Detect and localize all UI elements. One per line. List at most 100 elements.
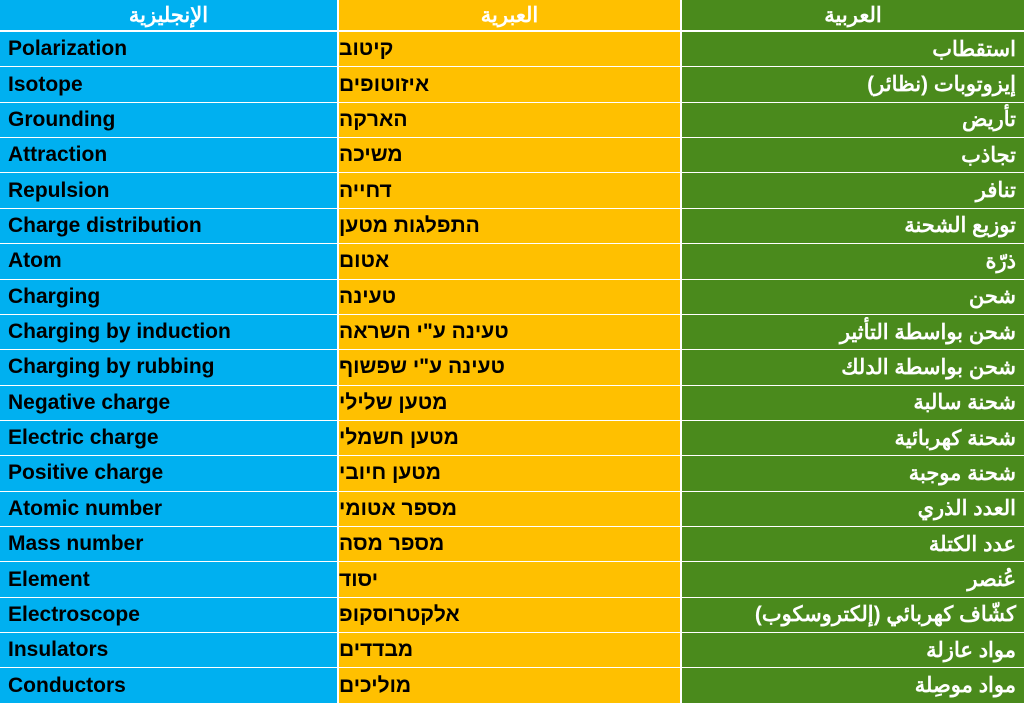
hebrew-term: מטען שלילי [339, 390, 448, 414]
table-cell-arabic-term: كشّاف كهربائي (إلكتروسكوب) [682, 597, 1024, 634]
english-term: Element [8, 567, 90, 591]
header-arabic: العربية [682, 0, 1024, 32]
hebrew-term: משיכה [339, 143, 403, 167]
arabic-term: شحن بواسطة الدلك [841, 355, 1016, 379]
table-cell-hebrew-term: מספר מסה [339, 527, 682, 563]
hebrew-term: מוליכים [339, 673, 412, 697]
table-cell-hebrew-term: מטען חשמלי [339, 420, 682, 457]
header-english-label: الإنجليزية [128, 3, 209, 27]
table-cell-hebrew-term: קיטוב [339, 32, 682, 68]
table-cell-arabic-term: تنافر [682, 173, 1024, 209]
hebrew-term: התפלגות מטען [339, 213, 480, 237]
table-cell-english-term: Polarization [0, 32, 339, 68]
hebrew-term: דחייה [339, 178, 392, 202]
arabic-term: كشّاف كهربائي (إلكتروسكوب) [754, 603, 1016, 627]
hebrew-term: מטען חשמלי [339, 426, 459, 450]
arabic-term: ذرّة [985, 249, 1017, 273]
english-term: Insulators [8, 638, 109, 662]
table-cell-english-term: Element [0, 562, 339, 598]
table-cell-hebrew-term: מבדדים [339, 633, 682, 669]
table-cell-arabic-term: شحنة كهربائية [682, 420, 1024, 457]
table-cell-hebrew-term: טעינה ע"י שפשוף [339, 350, 682, 386]
hebrew-term: טעינה [339, 284, 397, 308]
table-cell-english-term: Mass number [0, 527, 339, 563]
header-hebrew-label: العبرية [480, 3, 539, 27]
english-term: Conductors [8, 673, 126, 697]
english-term: Negative charge [8, 390, 171, 414]
table-cell-arabic-term: عُنصر [682, 562, 1024, 598]
arabic-term: عُنصر [967, 568, 1016, 592]
english-term: Mass number [8, 532, 144, 556]
english-term: Attraction [8, 143, 108, 167]
table-cell-english-term: Atom [0, 244, 339, 280]
arabic-term: شحنة موجبة [908, 461, 1016, 485]
hebrew-term: מספר אטומי [339, 496, 458, 520]
hebrew-term: אטום [339, 249, 390, 273]
arabic-term: مواد عازلة [926, 638, 1016, 662]
hebrew-term: טעינה ע"י השראה [339, 320, 509, 344]
english-term: Charge distribution [8, 213, 202, 237]
table-cell-hebrew-term: התפלגות מטען [339, 208, 682, 245]
table-cell-hebrew-term: מטען חיובי [339, 456, 682, 492]
table-cell-english-term: Atomic number [0, 491, 339, 528]
table-cell-english-term: Electric charge [0, 420, 339, 457]
table-cell-hebrew-term: הארקה [339, 102, 682, 139]
english-term: Isotope [8, 72, 83, 96]
header-hebrew: العبرية [339, 0, 682, 32]
arabic-term: العدد الذري [917, 497, 1016, 521]
table-cell-arabic-term: تجاذب [682, 138, 1024, 174]
arabic-term: شحن [968, 285, 1016, 309]
english-term: Atom [8, 249, 62, 273]
table-cell-hebrew-term: איזוטופים [339, 67, 682, 103]
hebrew-term: טעינה ע"י שפשוף [339, 355, 505, 379]
english-term: Repulsion [8, 178, 110, 202]
header-english: الإنجليزية [0, 0, 339, 32]
table-cell-arabic-term: إيزوتوبات (نظائر) [682, 67, 1024, 103]
table-cell-english-term: Charging by rubbing [0, 350, 339, 386]
english-term: Atomic number [8, 496, 163, 520]
english-term: Charging by rubbing [8, 355, 215, 379]
arabic-term: شحن بواسطة التأثير [839, 320, 1016, 344]
table-cell-arabic-term: شحن بواسطة التأثير [682, 314, 1024, 351]
table-cell-english-term: Repulsion [0, 173, 339, 209]
english-term: Polarization [8, 37, 128, 61]
table-cell-english-term: Attraction [0, 138, 339, 174]
arabic-term: إيزوتوبات (نظائر) [867, 73, 1016, 97]
arabic-term: مواد موصِلة [914, 674, 1016, 698]
arabic-term: تنافر [975, 179, 1016, 203]
table-cell-arabic-term: شحنة موجبة [682, 456, 1024, 492]
table-cell-english-term: Isotope [0, 67, 339, 103]
english-term: Electric charge [8, 426, 159, 450]
hebrew-term: איזוטופים [339, 72, 430, 96]
english-term: Positive charge [8, 461, 164, 485]
arabic-term: شحنة كهربائية [894, 426, 1016, 450]
hebrew-term: מטען חיובי [339, 461, 442, 485]
table-cell-hebrew-term: מוליכים [339, 668, 682, 704]
hebrew-term: יסוד [339, 567, 379, 591]
table-cell-hebrew-term: משיכה [339, 138, 682, 174]
table-cell-hebrew-term: מטען שלילי [339, 385, 682, 421]
arabic-term: توزيع الشحنة [904, 214, 1016, 238]
table-cell-arabic-term: عدد الكتلة [682, 527, 1024, 563]
table-cell-arabic-term: شحنة سالبة [682, 385, 1024, 421]
table-cell-arabic-term: مواد موصِلة [682, 668, 1024, 704]
arabic-term: تجاذب [961, 143, 1016, 167]
table-cell-english-term: Negative charge [0, 385, 339, 421]
arabic-term: تأريض [962, 108, 1016, 132]
table-cell-arabic-term: شحن بواسطة الدلك [682, 350, 1024, 386]
table-cell-arabic-term: ذرّة [682, 244, 1024, 280]
table-cell-arabic-term: مواد عازلة [682, 633, 1024, 669]
table-cell-arabic-term: استقطاب [682, 32, 1024, 68]
header-arabic-label: العربية [824, 3, 882, 27]
table-cell-english-term: Grounding [0, 102, 339, 139]
table-cell-english-term: Positive charge [0, 456, 339, 492]
table-cell-arabic-term: توزيع الشحنة [682, 208, 1024, 245]
table-cell-arabic-term: شحن [682, 279, 1024, 315]
english-term: Electroscope [8, 602, 140, 626]
english-term: Charging by induction [8, 320, 231, 344]
table-cell-english-term: Insulators [0, 633, 339, 669]
english-term: Grounding [8, 107, 116, 131]
table-cell-hebrew-term: טעינה ע"י השראה [339, 314, 682, 351]
table-cell-english-term: Conductors [0, 668, 339, 704]
